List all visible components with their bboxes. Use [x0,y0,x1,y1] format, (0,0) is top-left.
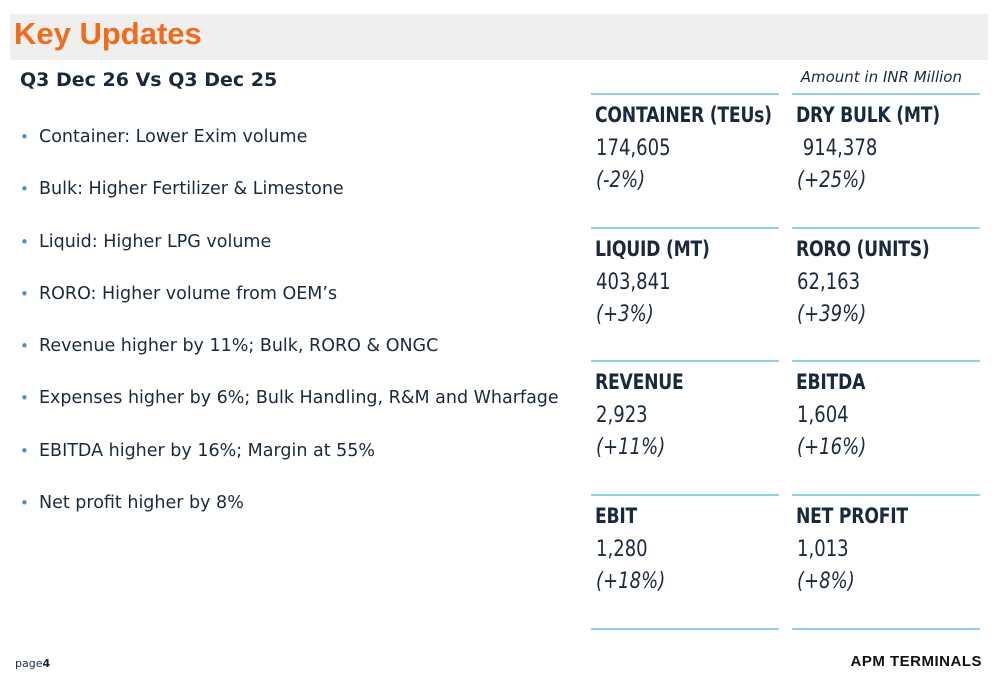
metric-change: (+16%) [797,435,867,460]
metric-change: (-2%) [596,168,646,193]
metric-change: (+11%) [596,435,666,460]
metric-label: EBIT [595,504,638,528]
metric-change: (+3%) [596,302,654,327]
bullet-text: Container: Lower Exim volume [39,127,308,147]
bullet-text: RORO: Higher volume from OEM’s [39,283,338,304]
metric-value: 914,378 [797,136,878,161]
metric-tile-roro: RORO (UNITS) 62,163 (+39%) [792,227,980,361]
metric-tile-ebit: EBIT 1,280 (+18%) [591,494,779,628]
metric-value: 403,841 [596,270,671,295]
page-number: page4 [15,657,50,670]
list-item: • Expenses higher by 6%; Bulk Handling, R… [20,385,559,437]
list-item: • Container: Lower Exim volume [20,124,559,176]
bullet-text: Revenue higher by 11%; Bulk, RORO & ONGC [39,336,439,357]
tile-divider [792,628,980,630]
list-item: • Net profit higher by 8% [20,490,559,542]
metric-tile-container: CONTAINER (TEUs) 174,605 (-2%) [591,93,779,227]
metric-change: (+8%) [797,569,855,594]
bullet-text: Bulk: Higher Fertilizer & Limestone [39,179,344,200]
list-item: • Liquid: Higher LPG volume [20,229,559,281]
metric-label: CONTAINER (TEUs) [595,103,772,127]
page-title: Key Updates [14,16,202,51]
bullet-text: Net profit higher by 8% [39,493,244,514]
tile-divider [591,227,779,229]
metric-tile-dry-bulk: DRY BULK (MT) 914,378 (+25%) [792,93,980,227]
metric-label: EBITDA [796,370,866,394]
page-prefix: page [15,657,43,670]
brand-logo: APM TERMINALS [850,653,982,670]
metric-value: 1,280 [596,537,648,562]
bullet-dot-icon: • [20,232,29,251]
tile-divider [591,628,779,630]
metric-label: RORO (UNITS) [796,237,930,261]
bullet-text: Expenses higher by 6%; Bulk Handling, R&… [39,388,559,409]
metric-tile-ebitda: EBITDA 1,604 (+16%) [792,360,980,494]
metric-tile-liquid: LIQUID (MT) 403,841 (+3%) [591,227,779,361]
bullet-dot-icon: • [20,180,29,199]
metric-tile-net-profit: NET PROFIT 1,013 (+8%) [792,494,980,628]
tile-divider [792,360,980,362]
list-item: • Bulk: Higher Fertilizer & Limestone [20,176,559,228]
bullet-dot-icon: • [20,389,29,408]
bullet-dot-icon: • [20,441,29,460]
metric-label: LIQUID (MT) [595,237,710,261]
tile-divider [591,494,779,496]
bullet-dot-icon: • [20,494,29,513]
list-item: • EBITDA higher by 16%; Margin at 55% [20,438,559,490]
key-updates-list: • Container: Lower Exim volume • Bulk: Hig… [20,124,559,542]
list-item: • Revenue higher by 11%; Bulk, RORO & ONG… [20,333,559,385]
metric-value: 1,013 [797,537,849,562]
metric-value: 1,604 [797,403,849,428]
title-bar: Key Updates [10,14,988,60]
metric-label: DRY BULK (MT) [796,103,940,127]
bullet-text: EBITDA higher by 16%; Margin at 55% [39,440,376,461]
tile-divider [792,494,980,496]
page-number-value: 4 [42,657,51,670]
list-item: • RORO: Higher volume from OEM’s [20,281,559,333]
metric-change: (+18%) [596,569,666,594]
tile-divider [591,93,779,95]
tile-divider [792,93,980,95]
metric-change: (+39%) [797,302,867,327]
tile-divider [591,360,779,362]
tile-divider [792,227,980,229]
metric-change: (+25%) [797,168,867,193]
units-note: Amount in INR Million [800,68,962,86]
bullet-dot-icon: • [20,128,29,146]
bullet-text: Liquid: Higher LPG volume [39,231,272,252]
bullet-dot-icon: • [20,337,29,356]
bullet-dot-icon: • [20,284,29,303]
metric-value: 174,605 [596,136,671,161]
metric-value: 2,923 [596,403,648,428]
comparison-subtitle: Q3 Dec 26 Vs Q3 Dec 25 [20,69,278,91]
metric-value: 62,163 [797,270,861,295]
metric-label: NET PROFIT [796,504,908,528]
metric-label: REVENUE [595,370,684,394]
metric-tile-revenue: REVENUE 2,923 (+11%) [591,360,779,494]
